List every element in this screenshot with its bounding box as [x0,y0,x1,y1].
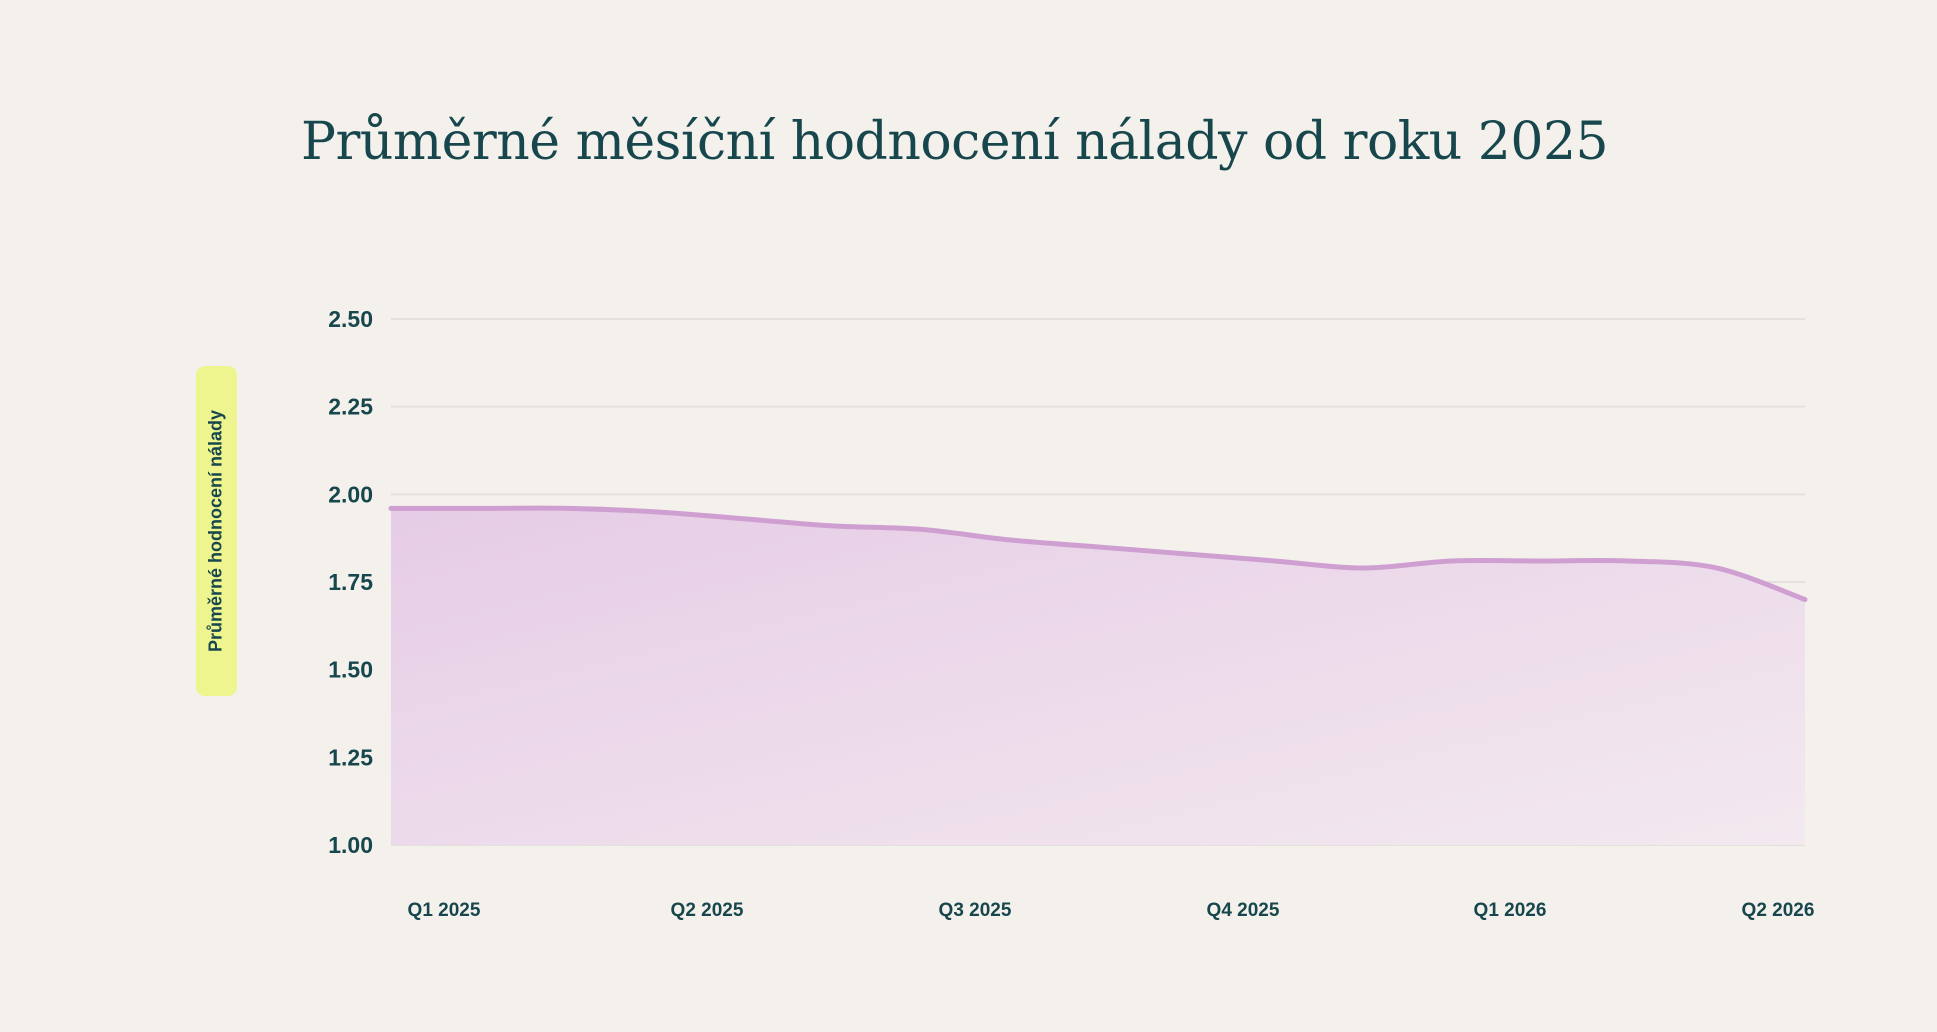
x-tick-label: Q1 2025 [408,900,481,921]
y-tick-label: 2.50 [328,306,373,332]
y-tick-label: 1.75 [328,569,373,595]
series-line [388,505,1808,603]
x-tick-label: Q4 2025 [1207,900,1280,921]
y-tick-label: 2.25 [328,394,373,420]
x-axis-ticks: Q1 2025 Q2 2025 Q3 2025 Q4 2025 Q1 2026 Q2 20… [408,900,1815,921]
y-tick-label: 1.25 [328,744,373,770]
y-tick-label: 2.00 [328,481,373,507]
x-tick-label: Q2 2026 [1742,900,1815,921]
x-tick-label: Q1 2026 [1474,900,1547,921]
x-tick-label: Q2 2025 [671,900,744,921]
y-axis-label-highlight [196,366,237,696]
x-tick-label: Q3 2025 [939,900,1012,921]
y-tick-label: 1.00 [328,832,373,858]
chart-title: Průměrné měsíční hodnocení nálady od rok… [301,112,1609,172]
y-axis-ticks: 2.50 2.25 2.00 1.75 1.50 1.25 1.00 [328,306,373,858]
area-fill [391,508,1805,845]
y-tick-label: 1.50 [328,657,373,683]
